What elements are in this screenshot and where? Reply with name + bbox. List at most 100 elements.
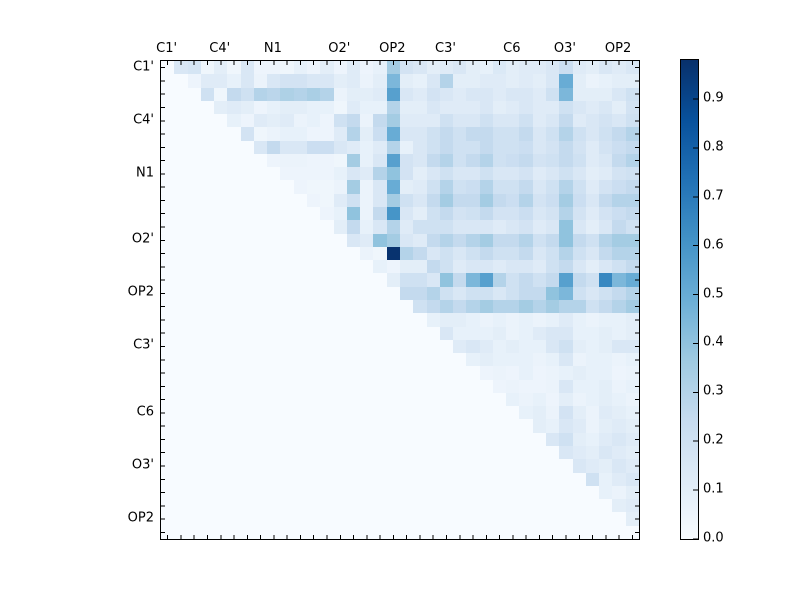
heatmap-grid <box>161 61 639 539</box>
heatmap-cell <box>585 286 600 300</box>
heatmap-cell <box>280 167 294 181</box>
heatmap-cell <box>373 446 387 460</box>
heatmap-cell <box>426 246 440 261</box>
heatmap-cell <box>187 127 201 141</box>
heatmap-cell <box>532 87 547 101</box>
heatmap-cell <box>506 220 520 234</box>
heatmap-cell <box>214 193 228 208</box>
heatmap-cell <box>214 61 228 75</box>
heatmap-cell <box>346 193 361 208</box>
heatmap-cell <box>293 406 308 420</box>
heatmap-cell <box>373 406 387 420</box>
heatmap-cell <box>479 114 493 128</box>
heatmap-cell <box>227 220 241 234</box>
heatmap-cell <box>466 153 480 168</box>
heatmap-cell <box>320 299 334 314</box>
heatmap-cell <box>519 153 533 168</box>
heatmap-cell <box>346 87 361 101</box>
heatmap-cell <box>572 339 586 354</box>
heatmap-cell <box>466 446 480 460</box>
heatmap-cell <box>413 233 427 247</box>
heatmap-cell <box>572 233 586 247</box>
heatmap-cell <box>625 246 639 261</box>
heatmap-cell <box>572 406 586 420</box>
heatmap-cell <box>466 485 480 500</box>
heatmap-cell <box>293 74 308 88</box>
heatmap-cell <box>161 233 175 247</box>
heatmap-cell <box>200 61 215 75</box>
heatmap-cell <box>280 406 294 420</box>
heatmap-cell <box>174 313 188 327</box>
heatmap-cell <box>572 299 586 314</box>
colorbar-tick-label: 0.3 <box>703 383 724 399</box>
heatmap-cell <box>546 432 560 447</box>
heatmap-cell <box>174 485 188 500</box>
heatmap-cell <box>214 512 228 526</box>
heatmap-cell <box>253 87 268 101</box>
heatmap-cell <box>453 353 467 367</box>
heatmap-cell <box>280 472 294 486</box>
heatmap-cell <box>227 326 241 340</box>
heatmap-cell <box>200 485 215 500</box>
heatmap-cell <box>200 459 215 473</box>
heatmap-cell <box>386 525 400 539</box>
heatmap-cell <box>280 353 294 367</box>
heatmap-cell <box>346 353 361 367</box>
heatmap-cell <box>599 525 613 539</box>
heatmap-cell <box>625 180 639 194</box>
heatmap-cell <box>506 273 520 287</box>
heatmap-cell <box>572 180 586 194</box>
heatmap-cell <box>413 366 427 380</box>
heatmap-cell <box>200 140 215 154</box>
heatmap-cell <box>532 366 547 380</box>
heatmap-cell <box>453 273 467 287</box>
heatmap-cell <box>161 339 175 354</box>
heatmap-cell <box>360 339 374 354</box>
heatmap-cell <box>492 525 507 539</box>
heatmap-cell <box>599 472 613 486</box>
heatmap-cell <box>346 379 361 393</box>
heatmap-cell <box>280 220 294 234</box>
heatmap-cell <box>307 353 321 367</box>
heatmap-cell <box>479 140 493 154</box>
heatmap-cell <box>572 220 586 234</box>
heatmap-cell <box>479 180 493 194</box>
heatmap-cell <box>174 246 188 261</box>
heatmap-cell <box>572 273 586 287</box>
heatmap-cell <box>293 273 308 287</box>
heatmap-cell <box>187 339 201 354</box>
heatmap-cell <box>240 87 254 101</box>
heatmap-cell <box>506 313 520 327</box>
heatmap-cell <box>267 299 281 314</box>
heatmap-cell <box>161 87 175 101</box>
heatmap-cell <box>625 74 639 88</box>
heatmap-cell <box>293 366 308 380</box>
heatmap-cell <box>599 406 613 420</box>
heatmap-cell <box>453 167 467 181</box>
heatmap-cell <box>559 153 573 168</box>
heatmap-cell <box>267 353 281 367</box>
heatmap-cell <box>227 499 241 513</box>
heatmap-cell <box>506 485 520 500</box>
heatmap-cell <box>320 406 334 420</box>
heatmap-cell <box>293 260 308 274</box>
heatmap-cell <box>320 313 334 327</box>
heatmap-cell <box>373 61 387 75</box>
heatmap-cell <box>625 472 639 486</box>
heatmap-cell <box>612 233 626 247</box>
heatmap-cell <box>546 299 560 314</box>
x-tick-label: O3' <box>553 41 576 56</box>
heatmap-cell <box>346 246 361 261</box>
heatmap-cell <box>346 392 361 407</box>
heatmap-cell <box>227 299 241 314</box>
heatmap-cell <box>506 392 520 407</box>
colorbar-tick-label: 0.7 <box>703 188 724 204</box>
heatmap-cell <box>161 153 175 168</box>
heatmap-cell <box>426 499 440 513</box>
heatmap-cell <box>333 153 347 168</box>
heatmap-cell <box>253 114 268 128</box>
heatmap-cell <box>466 392 480 407</box>
heatmap-cell <box>307 406 321 420</box>
heatmap-cell <box>506 127 520 141</box>
heatmap-cell <box>559 512 573 526</box>
